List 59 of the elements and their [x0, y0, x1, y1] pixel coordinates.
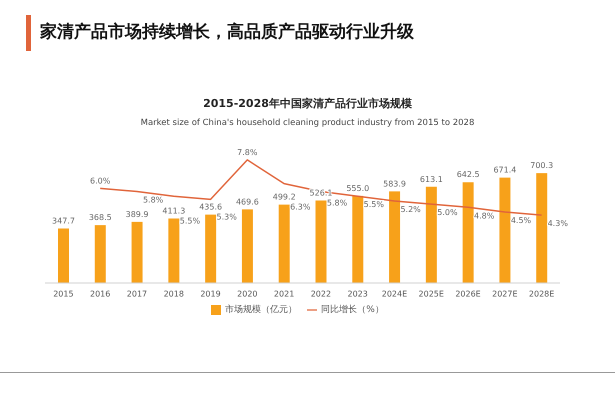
text: Market size of China's household cleaning product industry from 2015 to 2028: [140, 118, 476, 128]
data-label: 499.2: [272, 192, 296, 202]
bar: [58, 228, 69, 283]
data-label: 5.5%: [180, 216, 200, 226]
chart-subtitle: 2015-2028年中国家清产品行业市场规模: [202, 96, 413, 111]
data-label: 671.4: [493, 166, 516, 175]
x-tick-label: 2016: [90, 290, 110, 299]
data-label: 4.8%: [474, 211, 495, 220]
chart-title: 家清产品市场持续增长，高品质产品驱动行业升级: [40, 21, 414, 43]
data-label: 5.3%: [216, 212, 238, 222]
data-label: 7.8%: [237, 148, 258, 157]
data-label: 469.6: [236, 197, 259, 206]
bar: [536, 173, 548, 283]
data-label: 6.0%: [90, 176, 111, 186]
data-label: 5.8%: [326, 198, 348, 208]
bar: [426, 186, 437, 283]
legend-label: 市场规模（亿元）: [225, 305, 298, 315]
data-label: 5.8%: [142, 195, 164, 204]
data-label: 411.3: [162, 206, 186, 216]
bar: [94, 225, 106, 283]
x-tick-label: 2024E: [382, 290, 408, 299]
x-tick-label: 2028E: [528, 290, 554, 299]
x-tick-label: 2015: [53, 290, 74, 299]
bar: [462, 182, 474, 283]
data-label: 642.5: [456, 170, 480, 180]
data-label: 5.2%: [400, 204, 422, 214]
legend-label: 同比增长（%）: [321, 305, 384, 315]
data-label: 347.7: [52, 216, 75, 226]
x-tick-label: 2022: [310, 290, 332, 299]
x-tick-label: 2027E: [492, 290, 518, 299]
bar: [316, 200, 326, 283]
bar: [132, 222, 143, 283]
x-tick-label: 2026E: [455, 290, 481, 299]
data-label: 5.0%: [437, 208, 458, 218]
bar: [205, 214, 216, 283]
data-label: 583.9: [383, 179, 406, 188]
bar: [389, 191, 400, 283]
x-tick-label: 2020: [237, 290, 258, 299]
bar: [499, 178, 510, 283]
x-tick-label: 2025E: [418, 290, 444, 299]
data-label: 700.3: [530, 161, 554, 170]
bar: [278, 204, 290, 283]
bar: [352, 196, 364, 283]
data-label: 389.9: [126, 210, 149, 219]
data-label: 6.3%: [290, 202, 311, 212]
x-tick-label: 2023: [348, 290, 368, 299]
data-label: 613.1: [420, 174, 443, 184]
x-tick-label: 2021: [274, 290, 294, 299]
bar: [168, 218, 180, 283]
data-label: 368.5: [88, 213, 112, 222]
data-label: 435.6: [199, 202, 222, 212]
x-tick-label: 2018: [164, 290, 184, 299]
bar: [242, 209, 253, 283]
x-tick-label: 2017: [126, 290, 148, 299]
x-tick-label: 2019: [200, 290, 221, 299]
data-label: 555.0: [346, 184, 370, 193]
data-label: 4.3%: [548, 219, 568, 228]
data-label: 4.5%: [510, 216, 532, 225]
data-label: 5.5%: [364, 200, 384, 210]
